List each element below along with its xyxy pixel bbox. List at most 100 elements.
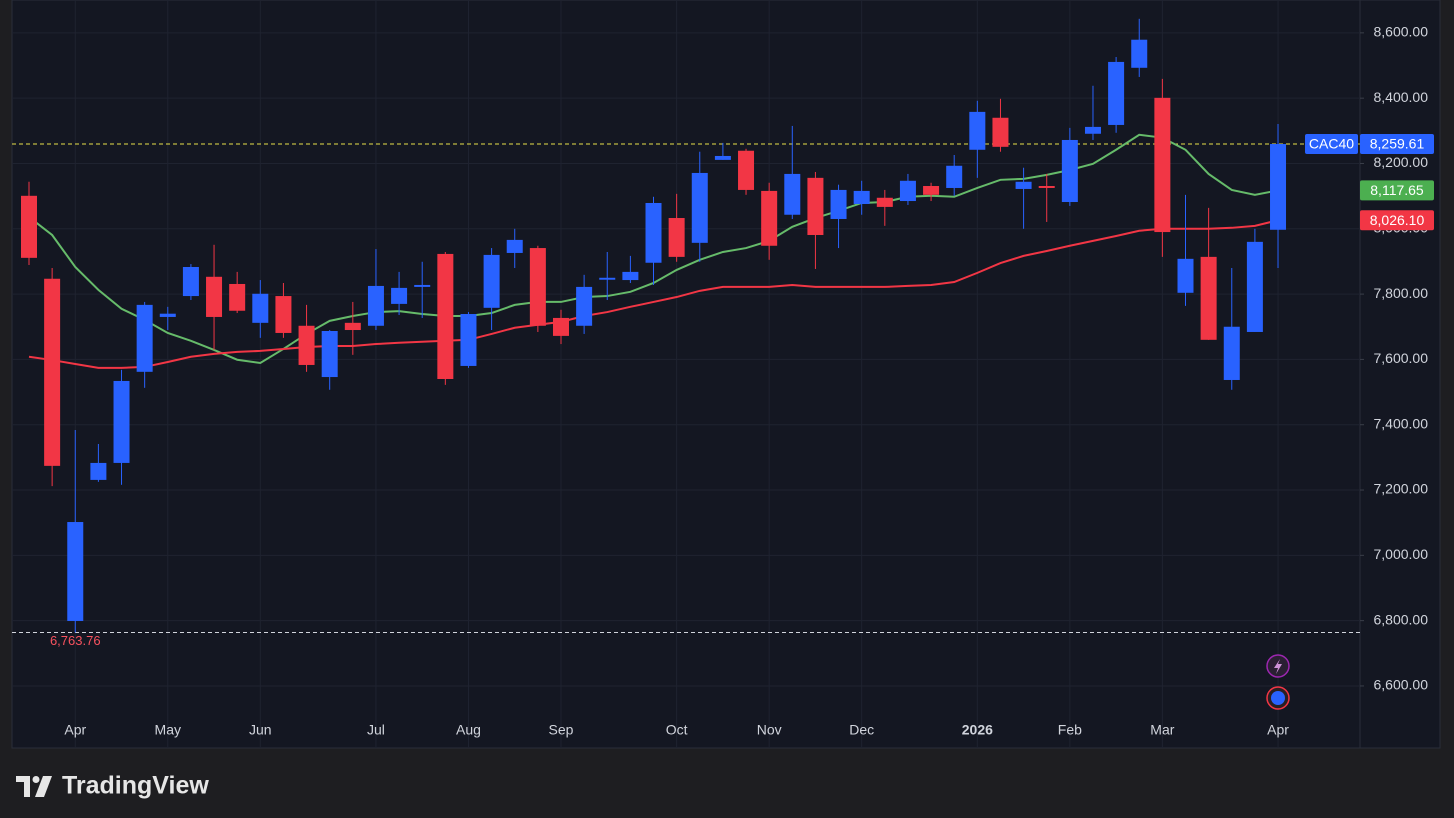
y-tick-label: 7,400.00 (1374, 415, 1429, 431)
x-tick-label: Apr (1267, 722, 1289, 738)
axes: 6,600.00 6,800.00 7,000.00 7,200.00 7,400.00… (64, 24, 1428, 738)
candle-body (622, 271, 639, 281)
candle-body (807, 177, 824, 235)
candle-body (1177, 258, 1194, 293)
candle-body (529, 248, 546, 326)
y-tick-label: 6,800.00 (1374, 611, 1429, 627)
candle-body (1084, 126, 1101, 134)
y-tick-label: 7,000.00 (1374, 546, 1429, 562)
price-badge-label: 8,259.61 (1370, 136, 1425, 152)
candle-body (1200, 256, 1217, 340)
candle-body (460, 314, 477, 366)
candle-body (784, 173, 801, 215)
candle-body (1246, 241, 1263, 332)
candle-body (761, 190, 778, 246)
price-badge (1360, 210, 1434, 231)
x-tick-label: Jun (249, 722, 272, 738)
candle-body (691, 172, 708, 243)
candle-body (899, 180, 916, 202)
x-tick-label: May (155, 722, 181, 738)
candle-body (1061, 139, 1078, 203)
candle-body (599, 277, 616, 280)
logo-mark (35, 776, 52, 797)
candle-body (391, 287, 408, 304)
candle-body (1038, 186, 1055, 188)
y-tick-label: 7,200.00 (1374, 481, 1429, 497)
y-tick-label: 7,800.00 (1374, 285, 1429, 301)
candle-body (229, 283, 246, 311)
x-tick-label: Oct (666, 722, 688, 738)
candle-body (206, 276, 223, 317)
candle-body (344, 322, 361, 331)
candle-body (645, 202, 662, 263)
candle-body (738, 150, 755, 190)
flash-glyph (1274, 659, 1282, 674)
plot-area (11, 0, 1441, 749)
logo-dot (32, 776, 40, 783)
candle-body (714, 155, 731, 160)
x-tick-label: Aug (456, 722, 481, 738)
candle-body (437, 253, 454, 379)
x-tick-label: Nov (757, 722, 782, 738)
moving-average-line (28, 219, 1279, 369)
candle-body (275, 296, 292, 333)
grid (12, 0, 1360, 748)
candle-body (1154, 97, 1171, 233)
x-tick-label: Mar (1150, 722, 1174, 738)
candle-body (1015, 181, 1032, 189)
candles (21, 18, 1287, 633)
candle-body (67, 522, 84, 621)
candle-body (853, 190, 870, 204)
candle-body (414, 284, 431, 287)
x-tick-label: Dec (849, 722, 874, 738)
y-tick-label: 7,600.00 (1374, 350, 1429, 366)
candle-body (44, 278, 61, 466)
x-tick-label: 2026 (962, 722, 993, 738)
x-tick-label: Sep (549, 722, 574, 738)
candle-body (321, 330, 338, 378)
y-tick-label: 8,400.00 (1374, 89, 1429, 105)
candle-body (969, 111, 986, 150)
candle-body (21, 195, 37, 258)
candle-body (113, 380, 130, 463)
x-tick-label: Apr (64, 722, 86, 738)
series-name-badge (1305, 134, 1358, 155)
low-label: 6,763.76 (50, 633, 101, 648)
price-badge (1360, 134, 1434, 155)
price-badge-label: 8,117.65 (1370, 182, 1424, 198)
candle-body (552, 317, 569, 336)
candle-body (992, 117, 1009, 147)
candle-body (1223, 326, 1240, 380)
candle-body (298, 325, 315, 365)
candle-body (90, 462, 107, 480)
brand-logo (16, 776, 52, 797)
y-tick-label: 8,200.00 (1374, 154, 1429, 170)
y-tick-label: 6,600.00 (1374, 677, 1429, 693)
candle-body (946, 165, 963, 188)
brand-name: TradingView (62, 772, 209, 800)
x-tick-label: Jul (367, 722, 385, 738)
candle-body (876, 197, 893, 207)
candle-body (506, 239, 523, 253)
price-badge-label: 8,026.10 (1370, 212, 1425, 228)
candle-body (252, 293, 269, 323)
candle-body (1131, 39, 1148, 68)
candle-body (668, 218, 685, 257)
candle-body (367, 285, 384, 326)
candle-body (1270, 144, 1287, 230)
candle-body (1108, 61, 1125, 125)
price-badge (1360, 180, 1434, 201)
candle-body (159, 313, 176, 317)
candle-body (136, 304, 153, 372)
candle-body (182, 266, 199, 297)
candle-body (576, 286, 593, 326)
candle-body (830, 189, 847, 219)
candle-body (483, 254, 500, 308)
x-tick-label: Feb (1058, 722, 1082, 738)
event-glyph (1271, 691, 1285, 705)
reference-lines (12, 143, 1360, 633)
price-badges: 8,259.61 CAC40 8,117.65 8,026.10 (1305, 134, 1434, 231)
event-icons (1266, 654, 1290, 710)
